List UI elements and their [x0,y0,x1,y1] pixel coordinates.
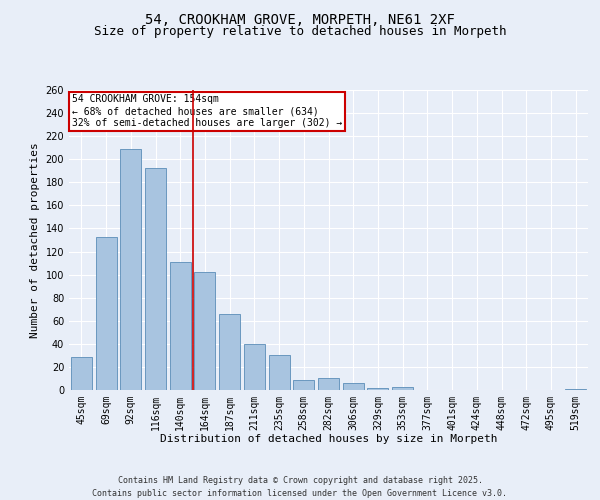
Bar [170,262,191,390]
Bar [145,168,166,390]
Bar [343,383,364,390]
Y-axis label: Number of detached properties: Number of detached properties [30,142,40,338]
Text: 54 CROOKHAM GROVE: 154sqm
← 68% of detached houses are smaller (634)
32% of semi: 54 CROOKHAM GROVE: 154sqm ← 68% of detac… [71,94,342,128]
Bar [120,149,141,390]
Text: Contains HM Land Registry data © Crown copyright and database right 2025.: Contains HM Land Registry data © Crown c… [118,476,482,485]
Bar [318,378,339,390]
Text: Contains public sector information licensed under the Open Government Licence v3: Contains public sector information licen… [92,489,508,498]
Text: Size of property relative to detached houses in Morpeth: Size of property relative to detached ho… [94,25,506,38]
Bar [219,314,240,390]
Bar [269,356,290,390]
Bar [95,236,116,390]
Bar [71,356,92,390]
Bar [293,380,314,390]
Bar [194,272,215,390]
X-axis label: Distribution of detached houses by size in Morpeth: Distribution of detached houses by size … [160,434,497,444]
Bar [392,386,413,390]
Text: 54, CROOKHAM GROVE, MORPETH, NE61 2XF: 54, CROOKHAM GROVE, MORPETH, NE61 2XF [145,12,455,26]
Bar [565,389,586,390]
Bar [244,344,265,390]
Bar [367,388,388,390]
